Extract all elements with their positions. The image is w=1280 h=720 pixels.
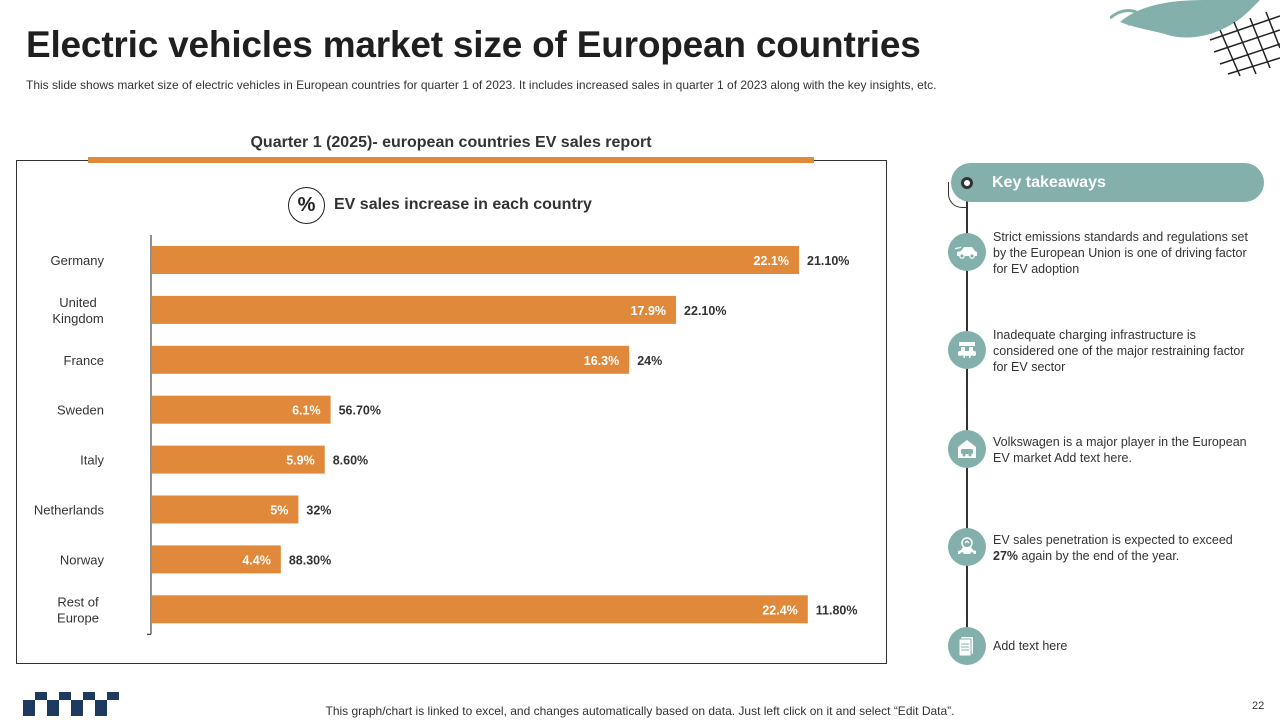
bar-value-label-5: 5% [270, 504, 288, 518]
category-label-6: Norway [60, 552, 105, 567]
bar-outside-label-5: 32% [306, 504, 331, 518]
bar-outside-label-4: 8.60% [333, 454, 368, 468]
bar-7[interactable] [152, 595, 808, 624]
bar-5[interactable] [152, 495, 299, 524]
chart-frame-top-right [814, 160, 887, 161]
takeaway-text-4-start: EV sales penetration is expected to exce… [993, 533, 1233, 547]
category-label-2: France [64, 353, 104, 368]
chart-subtitle: EV sales increase in each country [334, 196, 592, 213]
bar-3[interactable] [152, 395, 331, 424]
percent-icon: % [288, 187, 325, 224]
car-emission-icon [948, 233, 986, 271]
bar-0[interactable] [152, 246, 800, 274]
category-label-4: Italy [80, 453, 104, 468]
category-label-line: Europe [57, 610, 99, 625]
category-label-0: Germany [51, 253, 105, 268]
bar-value-label-2: 16.3% [584, 354, 619, 368]
category-label-5: Netherlands [34, 503, 105, 518]
timeline-dot [961, 177, 973, 189]
bar-outside-label-7: 11.80% [816, 603, 858, 617]
bar-2[interactable] [152, 345, 630, 374]
document-icon [948, 627, 986, 665]
footer-note: This graph/chart is linked to excel, and… [325, 704, 955, 718]
ev-growth-icon [948, 528, 986, 566]
bar-outside-label-1: 22.10% [684, 304, 726, 318]
bar-6[interactable] [152, 545, 281, 574]
bar-value-label-0: 22.1% [754, 254, 789, 268]
timeline-curve [948, 182, 968, 208]
charging-station-icon [948, 331, 986, 369]
takeaway-text-4-bold: 27% [993, 549, 1019, 563]
category-label-line: Kingdom [52, 311, 103, 326]
category-label-3: Sweden [57, 403, 104, 418]
bar-value-label-3: 6.1% [292, 404, 321, 418]
takeaway-text-1: Strict emissions standards and regulatio… [993, 230, 1248, 276]
decorative-checker-pattern [23, 692, 119, 716]
category-label-1: United Kingdom [52, 295, 103, 326]
key-takeaways-header [951, 163, 1264, 202]
page-number: 22 [1252, 700, 1265, 712]
takeaway-text-5: Add text here [993, 639, 1068, 653]
chart-heading: Quarter 1 (2025)- european countries EV … [250, 134, 652, 151]
car-dealer-icon [948, 430, 986, 468]
takeaway-text-4: EV sales penetration is expected to exce… [993, 532, 1248, 564]
bar-outside-label-6: 88.30% [289, 553, 331, 567]
category-label-7: Rest of Europe [57, 594, 99, 625]
bar-value-label-1: 17.9% [631, 304, 666, 318]
bar-outside-label-2: 24% [637, 354, 662, 368]
page-subtitle: This slide shows market size of electric… [26, 78, 937, 92]
bar-outside-label-0: 21.10% [807, 254, 849, 268]
bar-value-label-4: 5.9% [286, 454, 315, 468]
bar-4[interactable] [152, 445, 325, 474]
chart-frame [16, 160, 887, 664]
bar-value-label-6: 4.4% [242, 553, 271, 567]
takeaway-text-3: Volkswagen is a major player in the Euro… [993, 435, 1247, 465]
page-title: Electric vehicles market size of Europea… [26, 24, 921, 65]
decorative-brush-graphic [1110, 0, 1280, 77]
key-takeaways-title: Key takeaways [992, 174, 1106, 191]
timeline-line [966, 200, 968, 640]
takeaway-text-4-end: again by the end of the year. [1018, 549, 1180, 563]
takeaway-text-2: Inadequate charging infrastructure is co… [993, 328, 1245, 374]
bar-value-label-7: 22.4% [762, 603, 797, 617]
bar-1[interactable] [152, 295, 677, 324]
chart-heading-underline [88, 157, 814, 163]
category-label-line: Rest of [57, 594, 99, 609]
category-label-line: United [59, 295, 97, 310]
chart-frame-top-left [16, 160, 88, 161]
bar-outside-label-3: 56.70% [339, 404, 381, 418]
